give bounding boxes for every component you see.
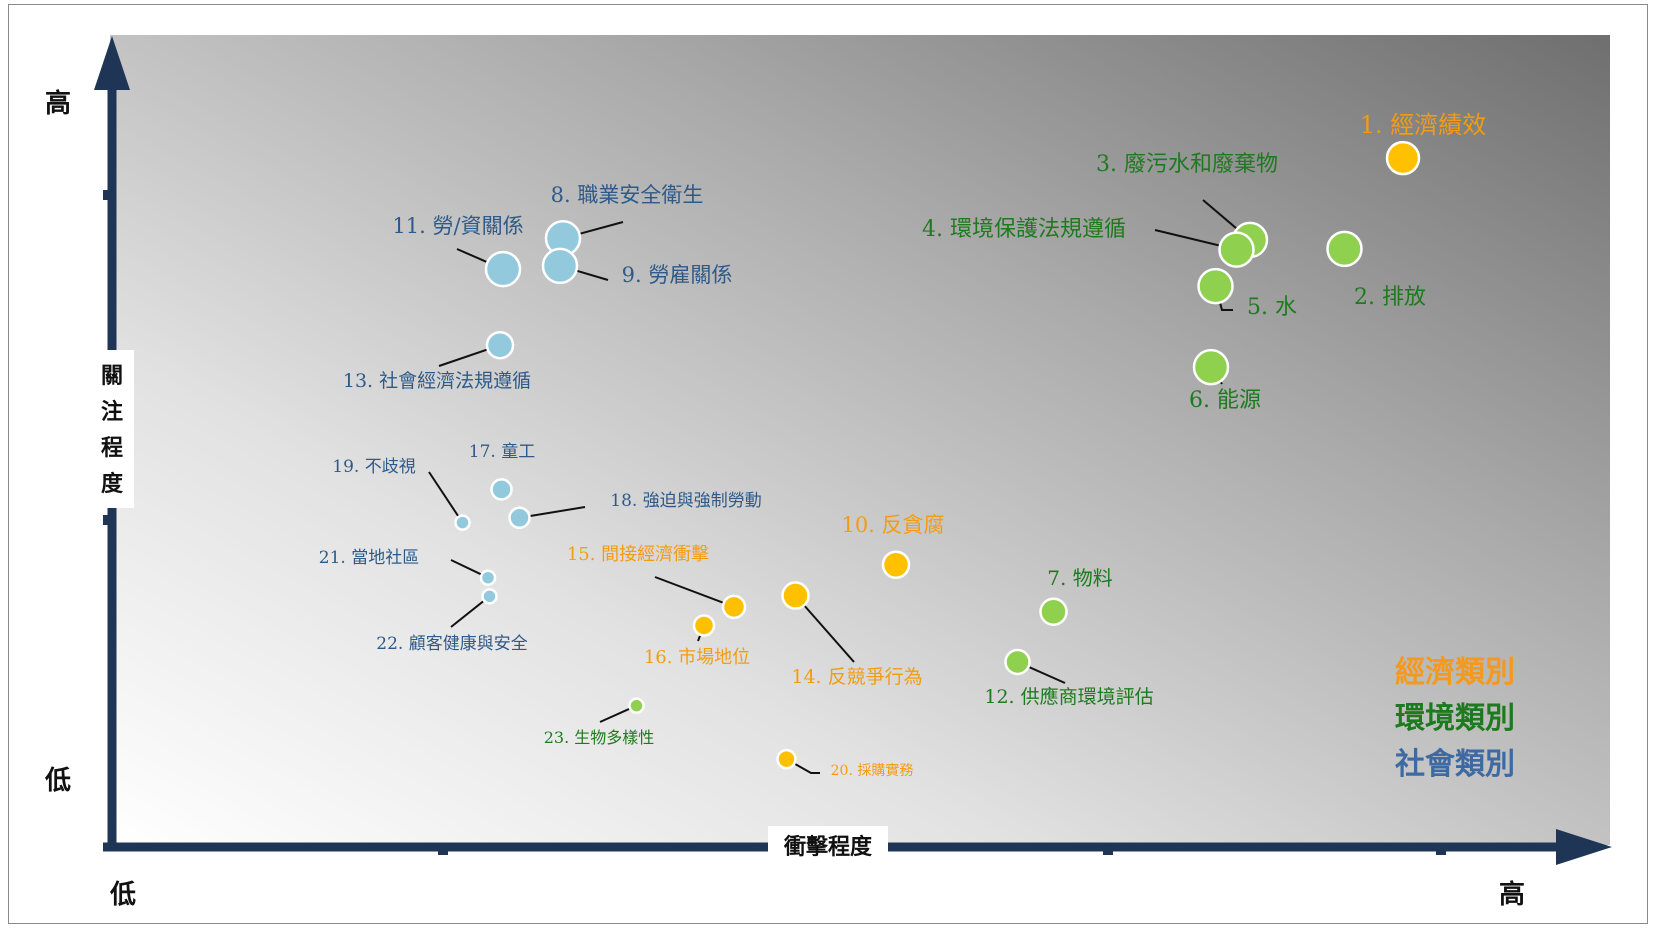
point-label: 7. 物料	[1047, 566, 1112, 590]
point-label: 4. 環境保護法規遵循	[922, 217, 1126, 242]
data-point	[1004, 648, 1031, 676]
legend-item-social: 社會類別	[1395, 747, 1515, 782]
point-label: 5. 水	[1247, 295, 1297, 320]
leader-line	[654, 576, 735, 608]
y-axis-title-char: 程	[101, 435, 123, 461]
point-label: 8. 職業安全衛生	[551, 183, 704, 207]
leader-line	[428, 471, 464, 524]
point-label: 16. 市場地位	[644, 647, 750, 668]
y-axis-low-label: 低	[44, 766, 71, 796]
point-label: 12. 供應商環境評估	[984, 685, 1153, 708]
y-axis-title-char: 度	[101, 471, 124, 497]
point-label: 17. 童工	[469, 442, 535, 462]
x-axis-tick	[1103, 847, 1113, 855]
data-point	[1039, 597, 1068, 626]
data-point	[541, 247, 579, 285]
y-axis-title-box	[90, 350, 134, 508]
data-point	[508, 506, 531, 530]
point-label: 18. 強迫與強制勞動	[610, 491, 761, 511]
data-point	[721, 594, 747, 620]
point-label: 13. 社會經濟法規遵循	[343, 370, 531, 392]
y-axis-title: 關注程度	[101, 363, 124, 497]
data-point	[479, 569, 497, 586]
y-axis-tick	[103, 515, 112, 525]
point-label: 15. 間接經濟衝擊	[567, 544, 709, 565]
point-label: 20. 採購實務	[831, 762, 914, 779]
x-axis-title-box	[768, 826, 888, 866]
plot-background	[110, 35, 1610, 845]
data-point	[485, 330, 515, 360]
x-axis-low-label: 低	[109, 880, 136, 910]
x-axis-high-label: 高	[1499, 879, 1525, 910]
x-axis-tick	[1436, 847, 1446, 855]
point-label: 9. 勞雇關係	[622, 263, 733, 287]
data-point	[490, 478, 513, 501]
point-label: 19. 不歧視	[332, 457, 415, 477]
data-point	[1192, 348, 1230, 386]
point-label: 1. 經濟績效	[1360, 111, 1487, 139]
point-label: 21. 當地社區	[319, 548, 419, 568]
data-point	[454, 514, 471, 531]
y-axis-title-char: 注	[101, 399, 123, 425]
legend-item-environmental: 環境類別	[1395, 701, 1515, 736]
x-axis-tick	[438, 847, 448, 855]
data-point	[1197, 267, 1234, 305]
point-label: 14. 反競爭行為	[791, 666, 922, 688]
x-axis-title: 衝擊程度	[783, 834, 873, 860]
point-label: 23. 生物多樣性	[544, 728, 655, 747]
data-point	[781, 581, 810, 610]
data-point	[881, 550, 911, 579]
legend: 經濟類別 環境類別 社會類別	[1395, 655, 1515, 782]
x-axis-arrow-icon	[1556, 829, 1612, 865]
data-point	[1326, 230, 1363, 268]
point-label: 10. 反貪腐	[841, 513, 944, 537]
y-axis-title-char: 關	[101, 363, 123, 389]
data-point	[481, 588, 498, 605]
data-point	[1385, 140, 1421, 176]
point-labels: 1. 經濟績效 2. 排放 3. 廢污水和廢棄物 4. 環境保護法規遵循 5. 水 6. …	[319, 111, 1486, 779]
data-point	[776, 748, 797, 770]
leader-line	[794, 594, 855, 663]
data-point	[692, 614, 716, 637]
point-label: 2. 排放	[1354, 285, 1426, 310]
point-label: 11. 勞/資關係	[392, 214, 523, 238]
data-point	[1218, 231, 1255, 268]
data-point	[628, 697, 645, 714]
point-label: 6. 能源	[1189, 388, 1261, 413]
data-points	[454, 140, 1421, 770]
point-label: 3. 廢污水和廢棄物	[1096, 152, 1278, 177]
y-axis-tick	[103, 190, 112, 200]
chart-frame	[8, 4, 1648, 924]
point-label: 22. 顧客健康與安全	[376, 634, 527, 654]
legend-item-economic: 經濟類別	[1395, 655, 1515, 690]
y-axis-high-label: 高	[45, 88, 71, 119]
y-axis-arrow-icon	[94, 36, 130, 90]
data-point	[484, 250, 522, 288]
